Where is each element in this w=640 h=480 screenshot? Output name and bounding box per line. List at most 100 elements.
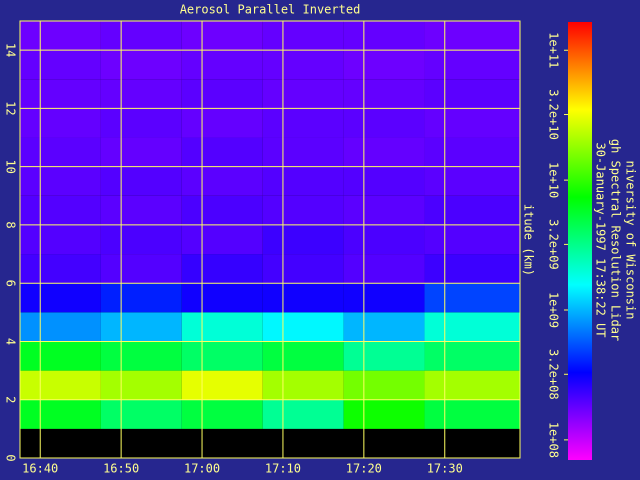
heatmap-cell: [181, 312, 263, 342]
heatmap-cell: [100, 137, 182, 167]
heatmap-cell: [343, 50, 425, 80]
heatmap-cell: [424, 254, 520, 284]
heatmap-cell: [262, 224, 344, 255]
heatmap-cell: [181, 108, 263, 138]
heatmap-cell: [424, 21, 520, 51]
heatmap-cell: [181, 224, 263, 255]
heatmap-cell: [181, 195, 263, 225]
heatmap-cell: [343, 108, 425, 138]
heatmap-cell: [100, 108, 182, 138]
heatmap-cell: [424, 341, 520, 371]
heatmap-cell: [20, 21, 101, 51]
heatmap-cell: [343, 79, 425, 109]
heatmap-cell: [20, 224, 101, 255]
colorbar-tick-label: 1e+11: [547, 32, 561, 68]
heatmap-cell: [181, 50, 263, 80]
heatmap-cell: [262, 341, 344, 371]
heatmap-cell: [181, 21, 263, 51]
heatmap-cell: [262, 50, 344, 80]
heatmap-cell: [20, 341, 101, 371]
heatmap-cell: [343, 370, 425, 400]
side-text: 30-January-1997 17:38:22 UT: [594, 142, 608, 337]
x-tick-label: 17:10: [265, 462, 301, 476]
heatmap-cell: [20, 108, 101, 138]
heatmap-cell: [424, 283, 520, 313]
heatmap-cell: [343, 399, 425, 429]
heatmap-cell: [343, 137, 425, 167]
heatmap-cell: [100, 283, 182, 313]
y-tick-label: 0: [4, 454, 18, 461]
heatmap-cell: [424, 50, 520, 80]
plot-frame: [19, 20, 521, 459]
heatmap-cell: [181, 341, 263, 371]
heatmap-cell: [20, 79, 101, 109]
x-tick-label: 17:20: [346, 462, 382, 476]
heatmap-cell: [424, 312, 520, 342]
y-tick-label: 4: [4, 338, 18, 345]
heatmap-cell: [100, 312, 182, 342]
heatmap-cell: [20, 312, 101, 342]
heatmap-cell: [181, 370, 263, 400]
heatmap-cell: [343, 166, 425, 196]
heatmap-cell: [20, 283, 101, 313]
heatmap-cell: [262, 370, 344, 400]
heatmap-cell: [181, 283, 263, 313]
heatmap-cell: [262, 79, 344, 109]
heatmap-cell: [262, 399, 344, 429]
heatmap-cell: [100, 224, 182, 255]
heatmap-cell: [100, 370, 182, 400]
heatmap-cell: [181, 137, 263, 167]
heatmap-cell: [100, 79, 182, 109]
y-axis-label: itude (km): [522, 204, 536, 276]
heatmap-cell: [20, 254, 101, 284]
heatmap-cell: [20, 195, 101, 225]
x-tick-label: 16:40: [22, 462, 58, 476]
heatmap-cell: [181, 79, 263, 109]
heatmap-cell: [20, 166, 101, 196]
heatmap-cell: [343, 195, 425, 225]
heatmap-cell: [262, 137, 344, 167]
heatmap-cell: [424, 195, 520, 225]
colorbar-tick-label: 1e+09: [547, 292, 561, 328]
colorbar-tick-label: 1e+08: [547, 422, 561, 458]
heatmap-cell: [262, 312, 344, 342]
heatmap-cell: [20, 50, 101, 80]
x-tick-label: 16:50: [103, 462, 139, 476]
y-tick-label: 12: [4, 101, 18, 115]
heatmap-cell: [424, 137, 520, 167]
heatmap-cell: [262, 195, 344, 225]
heatmap-cell: [100, 166, 182, 196]
heatmap-cell: [424, 166, 520, 196]
side-text: niversity of Wisconsin: [624, 161, 638, 320]
y-tick-label: 10: [4, 159, 18, 173]
y-tick-label: 14: [4, 43, 18, 57]
heatmap-cell: [262, 21, 344, 51]
heatmap-cell: [181, 254, 263, 284]
heatmap-cell: [100, 399, 182, 429]
heatmap-cell: [343, 312, 425, 342]
heatmap-cell: [20, 370, 101, 400]
heatmap-cell: [20, 399, 101, 429]
heatmap-cell: [100, 21, 182, 51]
heatmap-cell: [100, 195, 182, 225]
heatmap-cell: [181, 166, 263, 196]
heatmap-cell: [343, 254, 425, 284]
colorbar-tick-label: 3.2e+08: [547, 349, 561, 400]
colorbar-tick-label: 1e+10: [547, 162, 561, 198]
side-text: gh Spectral Resolution Lidar: [609, 139, 623, 341]
heatmap-cell: [343, 283, 425, 313]
heatmap-cell: [343, 341, 425, 371]
heatmap-cell: [424, 224, 520, 255]
y-tick-label: 8: [4, 221, 18, 228]
heatmap-cell: [262, 283, 344, 313]
heatmap-cell: [262, 166, 344, 196]
heatmap-cell: [343, 21, 425, 51]
x-tick-label: 17:30: [427, 462, 463, 476]
x-tick-label: 17:00: [184, 462, 220, 476]
heatmap-cell: [100, 341, 182, 371]
heatmap-cell: [100, 50, 182, 80]
y-tick-label: 2: [4, 396, 18, 403]
heatmap-cell: [181, 399, 263, 429]
heatmap-cell: [424, 108, 520, 138]
